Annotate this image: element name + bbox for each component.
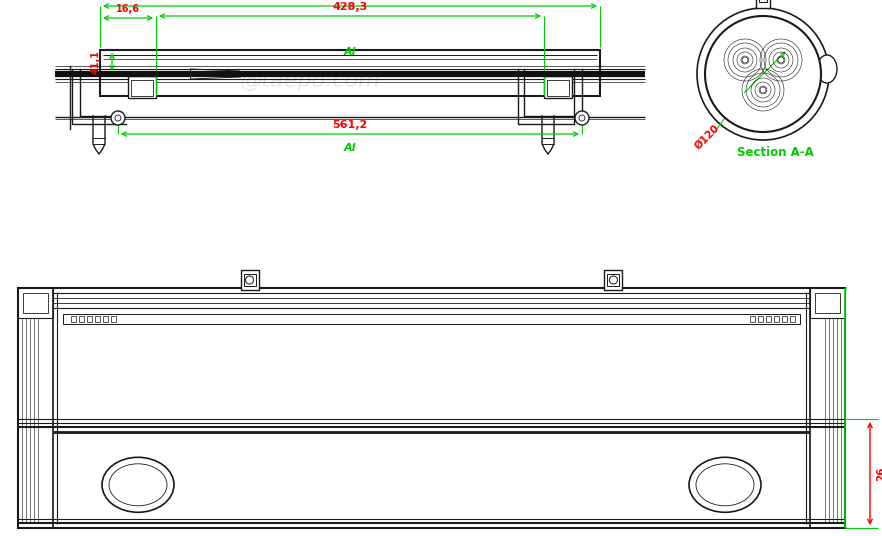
Circle shape bbox=[245, 276, 253, 284]
Ellipse shape bbox=[102, 457, 174, 512]
Text: 660: 660 bbox=[339, 0, 362, 2]
Bar bbox=[544, 76, 572, 98]
Bar bbox=[18, 288, 845, 528]
Bar bbox=[608, 274, 619, 286]
Bar bbox=[815, 293, 840, 313]
Bar bbox=[241, 270, 258, 290]
Circle shape bbox=[778, 57, 784, 63]
Circle shape bbox=[554, 84, 562, 92]
Circle shape bbox=[742, 57, 748, 63]
Bar bbox=[23, 293, 48, 313]
Text: 16,6: 16,6 bbox=[116, 4, 140, 14]
Bar bbox=[131, 80, 153, 96]
Text: @taepo.com: @taepo.com bbox=[360, 361, 500, 381]
Bar bbox=[810, 288, 845, 318]
Text: 428,3: 428,3 bbox=[333, 2, 368, 12]
Bar bbox=[759, 0, 767, 2]
Circle shape bbox=[111, 111, 125, 125]
Bar bbox=[750, 316, 755, 322]
Circle shape bbox=[138, 84, 146, 92]
Circle shape bbox=[705, 16, 821, 132]
Text: 41,1: 41,1 bbox=[91, 50, 101, 74]
Bar bbox=[243, 274, 256, 286]
Bar bbox=[103, 316, 108, 322]
Bar bbox=[756, 0, 770, 8]
Bar bbox=[111, 316, 116, 322]
Bar bbox=[774, 316, 779, 322]
Bar bbox=[782, 316, 787, 322]
Bar bbox=[71, 316, 76, 322]
Bar bbox=[63, 314, 800, 324]
Text: Ø120: Ø120 bbox=[692, 123, 721, 151]
Bar bbox=[790, 316, 795, 322]
Text: Section A-A: Section A-A bbox=[736, 145, 813, 159]
Ellipse shape bbox=[817, 55, 837, 83]
Bar bbox=[87, 316, 92, 322]
Bar bbox=[547, 80, 569, 96]
Circle shape bbox=[609, 276, 617, 284]
Bar bbox=[604, 270, 623, 290]
Ellipse shape bbox=[689, 457, 761, 512]
Bar bbox=[79, 316, 84, 322]
Text: Al: Al bbox=[344, 47, 356, 57]
Circle shape bbox=[760, 87, 766, 93]
Bar bbox=[758, 316, 763, 322]
Bar bbox=[128, 76, 156, 98]
Bar bbox=[18, 288, 53, 318]
Text: Al: Al bbox=[344, 143, 356, 153]
Bar bbox=[100, 50, 600, 96]
Text: 561,2: 561,2 bbox=[333, 120, 368, 130]
Text: 26: 26 bbox=[876, 466, 882, 481]
Circle shape bbox=[575, 111, 589, 125]
Circle shape bbox=[697, 8, 829, 140]
Text: @taepo.com: @taepo.com bbox=[240, 71, 380, 91]
Bar bbox=[95, 316, 100, 322]
Bar bbox=[766, 316, 771, 322]
